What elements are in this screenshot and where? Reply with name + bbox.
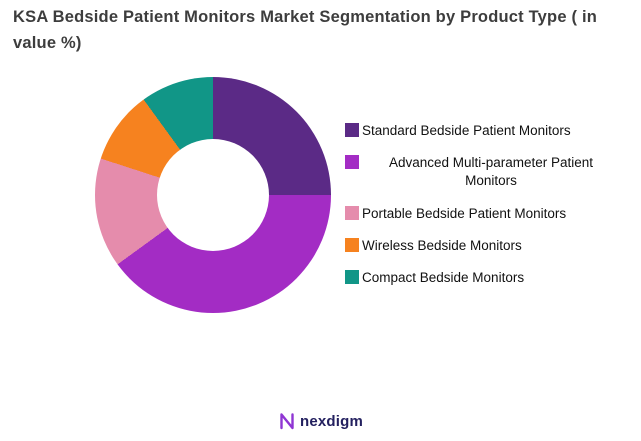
legend-swatch-compact <box>345 270 359 285</box>
donut-hole <box>157 139 269 251</box>
chart-legend: Standard Bedside Patient Monitors Advanc… <box>345 122 625 287</box>
legend-label-standard: Standard Bedside Patient Monitors <box>362 123 571 138</box>
legend-swatch-wireless <box>345 237 359 252</box>
brand-footer: nexdigm <box>0 411 641 431</box>
legend-item: Standard Bedside Patient Monitors <box>345 122 625 140</box>
legend-label-compact: Compact Bedside Monitors <box>362 270 525 286</box>
donut-chart <box>95 77 331 313</box>
legend-item: Portable Bedside Patient Monitors <box>345 205 625 223</box>
legend-label-advanced: Advanced Multi-parameter Patient Monitor… <box>388 155 594 189</box>
brand-name: nexdigm <box>299 412 364 430</box>
legend-swatch-standard <box>345 123 359 137</box>
nexdigm-n-icon <box>280 413 294 430</box>
chart-title: KSA Bedside Patient Monitors Market Segm… <box>13 8 598 52</box>
legend-item: Wireless Bedside Monitors <box>345 237 625 255</box>
legend-label-wireless: Wireless Bedside Monitors <box>362 237 522 253</box>
legend-item: Compact Bedside Monitors <box>345 269 625 287</box>
legend-label-portable: Portable Bedside Patient Monitors <box>362 205 567 221</box>
legend-item: Advanced Multi-parameter Patient Monitor… <box>345 154 625 190</box>
legend-swatch-advanced <box>345 155 359 170</box>
legend-swatch-portable <box>345 205 359 220</box>
